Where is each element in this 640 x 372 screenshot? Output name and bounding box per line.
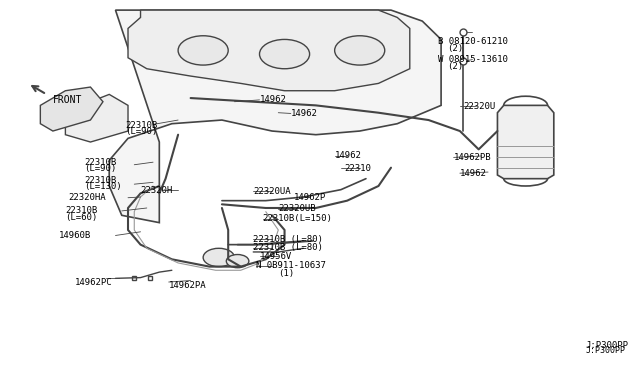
Text: 14962: 14962 <box>291 109 317 118</box>
Text: 22310B (L=80): 22310B (L=80) <box>253 243 323 252</box>
Text: 14962PA: 14962PA <box>169 281 206 290</box>
Text: J:P300PP: J:P300PP <box>585 341 628 350</box>
Circle shape <box>335 36 385 65</box>
Text: (L=130): (L=130) <box>84 182 122 191</box>
Text: 22310B (L=80): 22310B (L=80) <box>253 235 323 244</box>
Text: 14962PC: 14962PC <box>75 278 113 286</box>
Text: (2): (2) <box>447 44 463 53</box>
Text: 22320UB: 22320UB <box>278 204 316 213</box>
Text: 14956V: 14956V <box>259 252 292 261</box>
Text: (L=90): (L=90) <box>84 164 116 173</box>
Text: (L=90): (L=90) <box>125 127 157 136</box>
Text: B 08120-61210: B 08120-61210 <box>438 37 508 46</box>
Text: 22320UA: 22320UA <box>253 187 291 196</box>
Text: 22320U: 22320U <box>463 102 495 110</box>
Text: 22320H: 22320H <box>141 186 173 195</box>
Text: 22310B: 22310B <box>65 206 98 215</box>
Text: 22310B: 22310B <box>84 158 116 167</box>
Text: 14962: 14962 <box>259 95 286 105</box>
Circle shape <box>227 254 249 268</box>
Circle shape <box>203 248 234 267</box>
Text: J:P300PP: J:P300PP <box>585 346 625 355</box>
Polygon shape <box>65 94 128 142</box>
Polygon shape <box>128 10 410 91</box>
Circle shape <box>259 39 310 69</box>
Polygon shape <box>109 10 441 223</box>
Text: 22320HA: 22320HA <box>68 193 106 202</box>
Text: 22310: 22310 <box>344 164 371 173</box>
Text: FRONT: FRONT <box>53 95 83 105</box>
Polygon shape <box>40 87 103 131</box>
Text: 14962: 14962 <box>335 151 362 160</box>
Text: 22310B: 22310B <box>125 121 157 130</box>
Text: 14962PB: 14962PB <box>454 153 492 162</box>
Polygon shape <box>497 105 554 179</box>
Text: 14962: 14962 <box>460 169 487 178</box>
Circle shape <box>178 36 228 65</box>
Text: 14960B: 14960B <box>59 231 92 240</box>
Text: 22310B: 22310B <box>84 176 116 185</box>
Text: 22310B(L=150): 22310B(L=150) <box>262 215 333 224</box>
Text: (L=60): (L=60) <box>65 213 98 222</box>
Text: (2): (2) <box>447 62 463 71</box>
Text: 14962P: 14962P <box>294 193 326 202</box>
Text: (1): (1) <box>278 269 294 278</box>
Text: N 0B911-10637: N 0B911-10637 <box>257 262 326 270</box>
Text: W 08915-13610: W 08915-13610 <box>438 55 508 64</box>
